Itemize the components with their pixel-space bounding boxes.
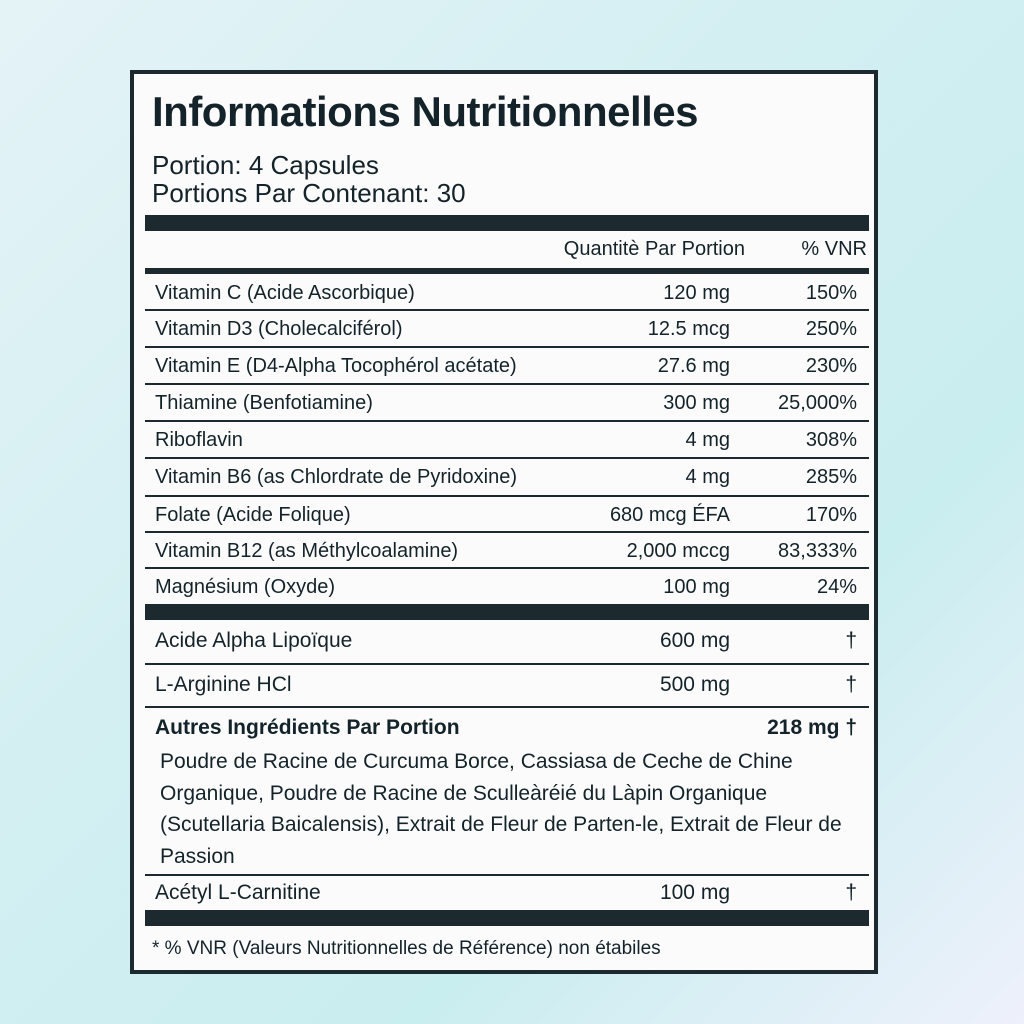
thick-divider — [145, 910, 869, 926]
thick-divider — [145, 215, 869, 231]
row-divider — [145, 383, 869, 385]
nutrient-dv: 170% — [805, 504, 857, 526]
nutrient-name: Thiamine (Benfotiamine) — [155, 392, 373, 414]
row-divider — [145, 706, 869, 708]
nutrient-amount: 12.5 mcg — [647, 318, 730, 340]
row-divider — [145, 663, 869, 665]
footnote: * % VNR (Valeurs Nutritionnelles de Réfé… — [152, 938, 661, 959]
row-divider — [145, 457, 869, 459]
nutrient-name: Vitamin C (Acide Ascorbique) — [155, 282, 415, 304]
nutrient-dv: 83,333% — [778, 540, 857, 562]
nutrient-dv: 150% — [805, 282, 857, 304]
nutrient-name: Vitamin B12 (as Méthylcoalamine) — [155, 540, 459, 562]
nutrient-dv: 250% — [805, 318, 857, 340]
nutrient-name: Vitamin E (D4-Alpha Tocophérol acétate) — [155, 355, 517, 377]
row-divider — [145, 346, 869, 348]
nutrient-name: Folate (Acide Folique) — [155, 504, 351, 526]
dv-header: % VNR — [801, 238, 867, 260]
nutrition-facts-panel: Informations Nutritionnelles Portion: 4 … — [130, 70, 878, 974]
medium-divider — [145, 268, 869, 274]
serving-size: Portion: 4 Capsules — [152, 150, 379, 180]
nutrient-amount: 680 mcg ÉFA — [609, 504, 730, 526]
nutrient-name: Magnésium (Oxyde) — [155, 576, 336, 598]
servings-per-container: Portions Par Contenant: 30 — [152, 178, 466, 208]
nutrient-name: Riboflavin — [155, 429, 243, 451]
nutrient-dv: 230% — [805, 355, 857, 377]
nutrient-amount: 4 mg — [685, 466, 730, 488]
nutrient-amount: 2,000 mccg — [626, 540, 730, 562]
nutrient-amount: 100 mg — [663, 576, 730, 598]
amount-header: Quantitè Par Portion — [563, 238, 745, 260]
row-divider — [145, 309, 869, 311]
nutrient-amount: 120 mg — [663, 282, 730, 304]
row-divider — [145, 567, 869, 569]
label-title: Informations Nutritionnelles — [152, 88, 699, 135]
nutrient-dv: 24% — [816, 576, 857, 598]
nutrient-amount: 300 mg — [663, 392, 730, 414]
row-divider — [145, 531, 869, 533]
row-divider — [145, 420, 869, 422]
nutrient-dv: 25,000% — [778, 392, 857, 414]
nutrient-dv: 308% — [805, 429, 857, 451]
blend-ingredients: Poudre de Racine de Curcuma Borce, Cassi… — [160, 750, 842, 868]
thick-divider — [145, 604, 869, 620]
nutrient-name: Vitamin B6 (as Chlordrate de Pyridoxine) — [155, 466, 518, 488]
nutrient-amount: 27.6 mg — [657, 355, 730, 377]
row-divider — [145, 874, 869, 876]
nutrient-dv: 285% — [805, 466, 857, 488]
nutrient-name: Vitamin D3 (Cholecalciférol) — [155, 318, 403, 340]
row-divider — [145, 495, 869, 497]
nutrient-amount: 4 mg — [685, 429, 730, 451]
